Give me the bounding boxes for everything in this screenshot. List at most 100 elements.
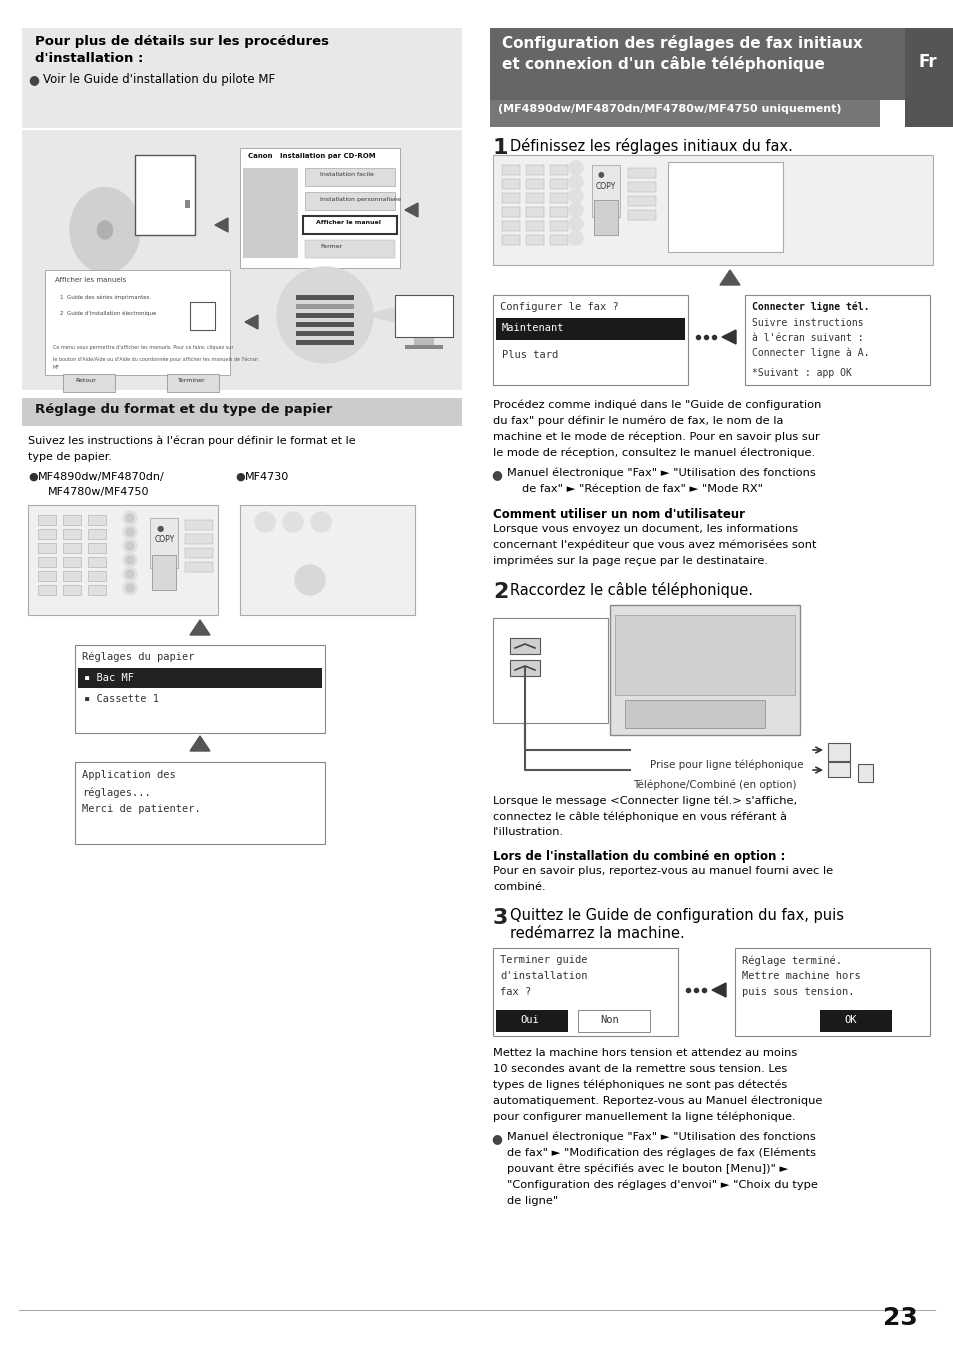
- FancyBboxPatch shape: [190, 302, 214, 330]
- Circle shape: [568, 160, 582, 175]
- Circle shape: [123, 553, 137, 568]
- FancyBboxPatch shape: [303, 216, 396, 235]
- FancyBboxPatch shape: [624, 700, 764, 728]
- Text: 2  Guide d'installation électronique: 2 Guide d'installation électronique: [60, 310, 156, 315]
- FancyBboxPatch shape: [594, 200, 618, 235]
- FancyBboxPatch shape: [38, 515, 56, 524]
- Text: Raccordez le câble téléphonique.: Raccordez le câble téléphonique.: [510, 582, 752, 599]
- Text: d'installation :: d'installation :: [35, 53, 143, 65]
- Text: COPY: COPY: [154, 535, 175, 545]
- FancyBboxPatch shape: [63, 572, 81, 581]
- Text: 1: 1: [493, 137, 508, 158]
- Text: ●: ●: [491, 1132, 501, 1144]
- FancyBboxPatch shape: [395, 295, 453, 337]
- FancyBboxPatch shape: [578, 1010, 649, 1033]
- Text: Retour: Retour: [75, 377, 95, 383]
- FancyBboxPatch shape: [63, 528, 81, 539]
- FancyBboxPatch shape: [240, 148, 399, 268]
- FancyBboxPatch shape: [493, 600, 932, 778]
- Text: Pour en savoir plus, reportez-vous au manuel fourni avec le: Pour en savoir plus, reportez-vous au ma…: [493, 865, 832, 876]
- FancyBboxPatch shape: [550, 208, 567, 217]
- FancyBboxPatch shape: [38, 585, 56, 594]
- Text: Lorsque vous envoyez un document, les informations: Lorsque vous envoyez un document, les in…: [493, 524, 798, 534]
- FancyBboxPatch shape: [501, 193, 519, 204]
- FancyBboxPatch shape: [63, 373, 115, 392]
- FancyBboxPatch shape: [88, 557, 106, 568]
- Text: pouvant être spécifiés avec le bouton [Menu])" ►: pouvant être spécifiés avec le bouton [M…: [506, 1165, 787, 1174]
- Circle shape: [568, 175, 582, 189]
- Text: ●: ●: [157, 524, 164, 532]
- FancyBboxPatch shape: [88, 572, 106, 581]
- Text: ▪ Bac MF: ▪ Bac MF: [84, 673, 133, 683]
- FancyBboxPatch shape: [305, 168, 395, 186]
- FancyBboxPatch shape: [295, 305, 354, 309]
- FancyBboxPatch shape: [243, 168, 297, 257]
- FancyBboxPatch shape: [63, 557, 81, 568]
- FancyBboxPatch shape: [38, 557, 56, 568]
- FancyBboxPatch shape: [28, 506, 218, 615]
- FancyBboxPatch shape: [734, 948, 929, 1037]
- FancyBboxPatch shape: [501, 164, 519, 175]
- FancyBboxPatch shape: [493, 617, 607, 723]
- FancyBboxPatch shape: [63, 585, 81, 594]
- Text: Plus tard: Plus tard: [501, 350, 558, 360]
- Text: Réglage du format et du type de papier: Réglage du format et du type de papier: [35, 403, 332, 417]
- Text: Comment utiliser un nom d'utilisateur: Comment utiliser un nom d'utilisateur: [493, 508, 744, 520]
- Text: Téléphone/Combiné (en option): Téléphone/Combiné (en option): [633, 780, 796, 790]
- Text: Lorsque le message <Connecter ligne tél.> s'affiche,: Lorsque le message <Connecter ligne tél.…: [493, 795, 797, 806]
- Text: 2: 2: [493, 582, 508, 603]
- Text: Installation personnalisée: Installation personnalisée: [319, 195, 400, 201]
- Text: Configuration des réglages de fax initiaux: Configuration des réglages de fax initia…: [501, 35, 862, 51]
- FancyBboxPatch shape: [63, 515, 81, 524]
- Circle shape: [123, 581, 137, 594]
- Text: le bouton d'Aide/Aide ou d'Aide du coordonnée pour afficher les manuels de l'écr: le bouton d'Aide/Aide ou d'Aide du coord…: [53, 357, 258, 363]
- Circle shape: [568, 217, 582, 231]
- FancyBboxPatch shape: [88, 585, 106, 594]
- FancyBboxPatch shape: [295, 322, 354, 328]
- FancyBboxPatch shape: [525, 208, 543, 217]
- Text: Prise pour ligne téléphonique: Prise pour ligne téléphonique: [649, 760, 802, 771]
- Text: de fax" ► "Modification des réglages de fax (Eléments: de fax" ► "Modification des réglages de …: [506, 1148, 815, 1158]
- Text: types de lignes téléphoniques ne sont pas détectés: types de lignes téléphoniques ne sont pa…: [493, 1080, 786, 1091]
- Text: l'illustration.: l'illustration.: [493, 828, 563, 837]
- Circle shape: [283, 512, 303, 532]
- Text: MF4890dw/MF4870dn/: MF4890dw/MF4870dn/: [38, 472, 165, 483]
- Text: pour configurer manuellement la ligne téléphonique.: pour configurer manuellement la ligne té…: [493, 1112, 795, 1123]
- FancyBboxPatch shape: [22, 129, 461, 390]
- FancyBboxPatch shape: [295, 313, 354, 318]
- Text: Fr: Fr: [918, 53, 937, 71]
- Text: MF: MF: [53, 365, 60, 369]
- Circle shape: [276, 267, 373, 363]
- Text: Mettre machine hors: Mettre machine hors: [741, 971, 860, 981]
- FancyBboxPatch shape: [510, 638, 539, 654]
- Text: OK: OK: [843, 1015, 856, 1024]
- Circle shape: [254, 512, 274, 532]
- Circle shape: [311, 512, 331, 532]
- Text: Voir le Guide d'installation du pilote MF: Voir le Guide d'installation du pilote M…: [43, 73, 274, 86]
- FancyBboxPatch shape: [185, 562, 213, 572]
- FancyBboxPatch shape: [185, 200, 190, 208]
- FancyBboxPatch shape: [525, 235, 543, 245]
- FancyBboxPatch shape: [22, 28, 461, 128]
- Text: redémarrez la machine.: redémarrez la machine.: [510, 926, 684, 941]
- Polygon shape: [721, 330, 735, 344]
- Text: type de papier.: type de papier.: [28, 452, 112, 462]
- FancyBboxPatch shape: [88, 515, 106, 524]
- Text: Ce menu vous permettra d'afficher les manuels. Pour ce faire, cliquez sur: Ce menu vous permettra d'afficher les ma…: [53, 345, 233, 350]
- FancyBboxPatch shape: [627, 195, 656, 206]
- Text: ●: ●: [491, 468, 501, 481]
- FancyBboxPatch shape: [827, 762, 849, 776]
- Text: Non: Non: [599, 1015, 618, 1024]
- FancyBboxPatch shape: [525, 221, 543, 231]
- Circle shape: [123, 568, 137, 581]
- Text: 23: 23: [882, 1306, 917, 1330]
- Text: Merci de patienter.: Merci de patienter.: [82, 803, 200, 814]
- Text: Terminer guide: Terminer guide: [499, 954, 587, 965]
- Text: réglages...: réglages...: [82, 787, 151, 798]
- Text: et connexion d'un câble téléphonique: et connexion d'un câble téléphonique: [501, 57, 824, 71]
- Text: Quittez le Guide de configuration du fax, puis: Quittez le Guide de configuration du fax…: [510, 909, 843, 923]
- Circle shape: [568, 204, 582, 217]
- FancyBboxPatch shape: [667, 162, 782, 252]
- Text: Terminer: Terminer: [178, 377, 206, 383]
- Text: Suivez les instructions à l'écran pour définir le format et le: Suivez les instructions à l'écran pour d…: [28, 435, 355, 446]
